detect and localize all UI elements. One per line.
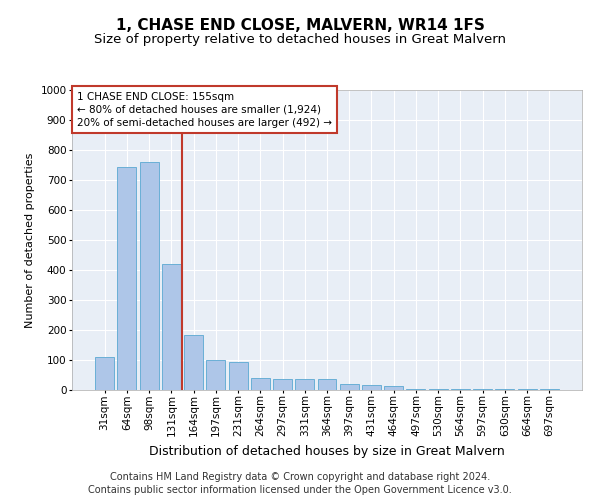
Bar (206, 360, 225, 390)
Bar (540, 388, 559, 390)
Bar (317, 379, 337, 390)
Bar (295, 378, 314, 390)
Bar (118, 166, 136, 390)
Bar (95, 357, 114, 390)
X-axis label: Distribution of detached houses by size in Great Malvern: Distribution of detached houses by size … (149, 444, 505, 458)
Text: 1, CHASE END CLOSE, MALVERN, WR14 1FS: 1, CHASE END CLOSE, MALVERN, WR14 1FS (116, 18, 484, 32)
Text: 1 CHASE END CLOSE: 155sqm
← 80% of detached houses are smaller (1,924)
20% of se: 1 CHASE END CLOSE: 155sqm ← 80% of detac… (77, 92, 332, 128)
Bar (273, 378, 292, 390)
Bar (162, 264, 181, 390)
Bar (362, 384, 381, 390)
Bar (384, 386, 403, 390)
Bar (340, 384, 359, 390)
Bar (251, 378, 270, 390)
Bar (229, 362, 248, 390)
Bar (140, 162, 158, 390)
Text: Contains HM Land Registry data © Crown copyright and database right 2024.
Contai: Contains HM Land Registry data © Crown c… (88, 472, 512, 495)
Bar (184, 334, 203, 390)
Bar (406, 388, 425, 390)
Text: Size of property relative to detached houses in Great Malvern: Size of property relative to detached ho… (94, 32, 506, 46)
Y-axis label: Number of detached properties: Number of detached properties (25, 152, 35, 328)
